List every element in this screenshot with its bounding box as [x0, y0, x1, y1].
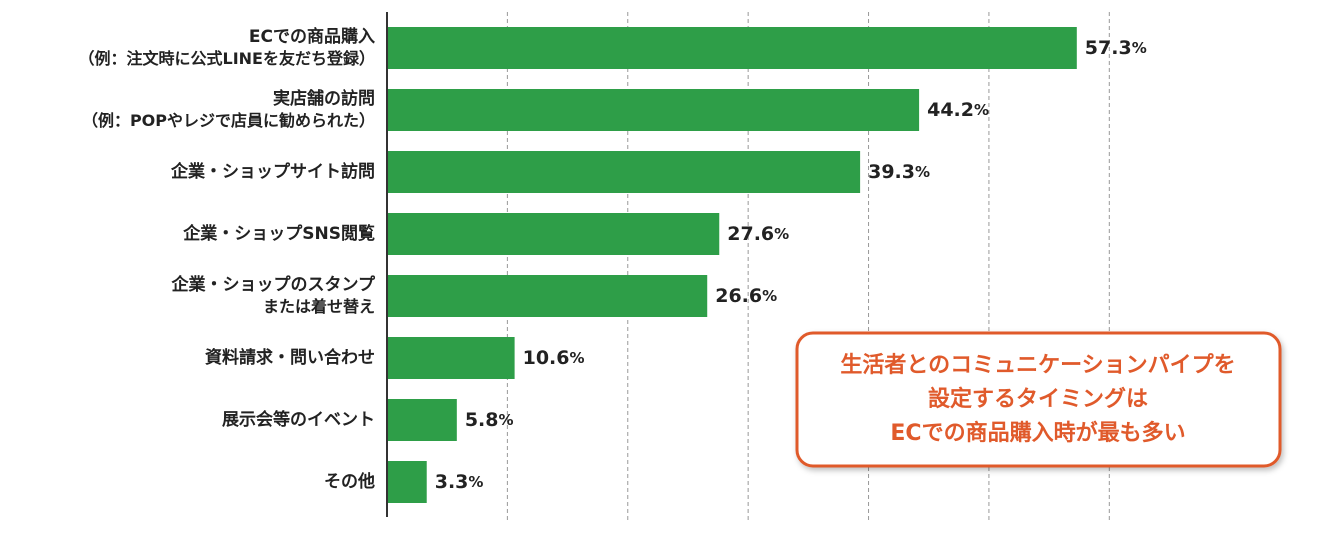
annotation: 設定するタイミングは	[928, 386, 1148, 412]
data-label: 44.2%	[927, 99, 989, 121]
bar	[387, 27, 1077, 69]
data-label: 10.6%	[523, 347, 585, 369]
bar	[387, 399, 457, 441]
annotation: ECでの商品購入時が最も多い	[890, 420, 1185, 446]
data-label: 57.3%	[1085, 37, 1147, 59]
data-label: 39.3%	[868, 161, 930, 183]
bar	[387, 151, 861, 193]
y-tick-label: 展示会等のイベント	[222, 409, 375, 430]
y-tick-label: 資料請求・問い合わせ	[205, 347, 375, 368]
bar	[387, 461, 427, 503]
y-tick-label: ECでの商品購入（例：注文時に公式LINEを友だち登録）	[79, 26, 375, 68]
data-label: 27.6%	[727, 223, 789, 245]
bar	[387, 337, 515, 379]
callout-box	[795, 331, 1282, 468]
y-tick-label: 企業・ショップサイト訪問	[170, 161, 375, 182]
y-tick-label: 実店舗の訪問（例：POPやレジで店員に勧められた）	[82, 88, 375, 130]
data-label: 5.8%	[465, 409, 514, 431]
annotation: 生活者とのコミュニケーションパイプを	[840, 353, 1235, 378]
y-tick-label: 企業・ショップのスタンプまたは着せ替え	[171, 274, 376, 316]
bar	[387, 213, 720, 255]
bar	[387, 89, 920, 131]
y-tick-label: 企業・ショップSNS閲覧	[182, 223, 375, 244]
bars	[387, 27, 1077, 503]
bar	[387, 275, 708, 317]
y-tick-label: その他	[324, 471, 375, 492]
data-label: 26.6%	[715, 285, 777, 307]
data-label: 3.3%	[435, 471, 484, 493]
